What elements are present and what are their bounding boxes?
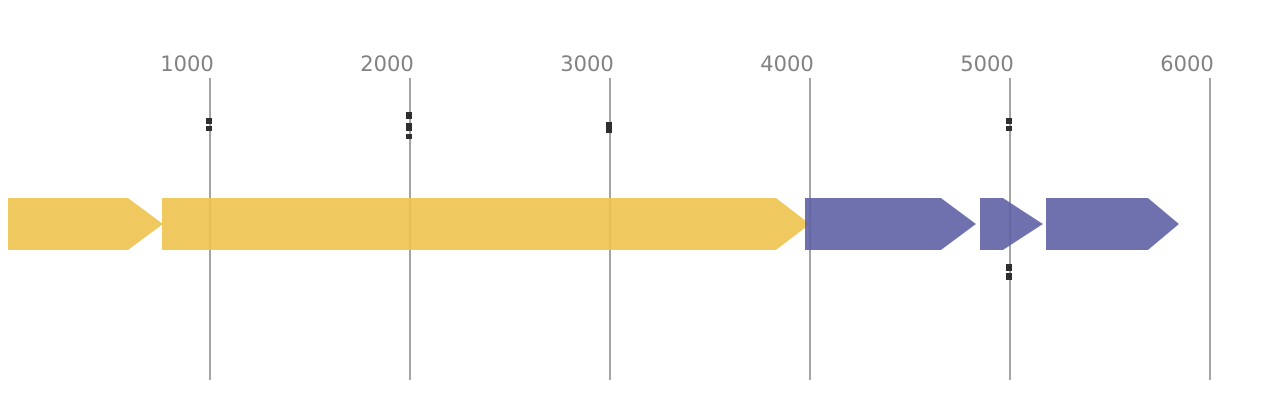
gene-arrow-feature-5 (1046, 198, 1179, 250)
small-dark-mark (1006, 273, 1012, 280)
axis-tick-labels-group: 1000 2000 3000 4000 5000 6000 (160, 52, 1213, 76)
axis-tick-label-2000: 2000 (360, 52, 413, 76)
small-dark-mark (1006, 126, 1012, 131)
gene-arrow-feature-3 (805, 198, 976, 250)
small-dark-mark (206, 118, 212, 124)
small-dark-mark (406, 134, 412, 139)
small-dark-mark (206, 126, 212, 131)
gene-arrow-feature-1 (8, 198, 163, 250)
gene-arrow-feature-2 (162, 198, 810, 250)
axis-tick-label-1000: 1000 (160, 52, 213, 76)
small-dark-mark (1006, 118, 1012, 124)
axis-tick-label-4000: 4000 (760, 52, 813, 76)
axis-tick-label-5000: 5000 (960, 52, 1013, 76)
small-dark-mark (606, 122, 612, 133)
small-dark-mark (1006, 264, 1012, 271)
gene-arrow-feature-4 (980, 198, 1043, 250)
gene-arrows-group (8, 198, 1179, 250)
dark-dash-marks-group (206, 112, 1012, 280)
small-dark-mark (406, 112, 412, 119)
axis-tick-label-6000: 6000 (1160, 52, 1213, 76)
axis-tick-label-3000: 3000 (560, 52, 613, 76)
small-dark-mark (406, 123, 412, 131)
